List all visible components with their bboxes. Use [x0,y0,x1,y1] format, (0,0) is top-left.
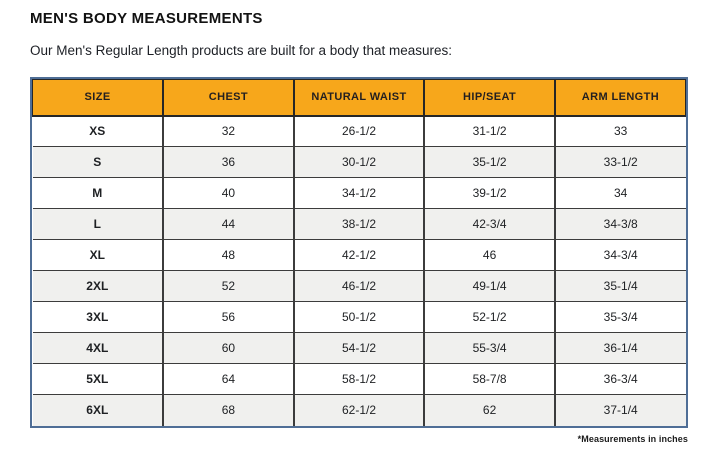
measurement-cell: 64 [162,363,294,395]
measurement-cell: 35-3/4 [553,301,686,333]
measurement-cell: 44 [162,208,294,240]
table-body: XS 32 26-1/2 31-1/2 33 S 36 30-1/2 35-1/2 33-1/2 M… [32,115,686,426]
table-row: 6XL 68 62-1/2 62 37-1/4 [32,394,686,426]
column-header: NATURAL WAIST [292,79,425,117]
measurement-cell: 30-1/2 [292,146,425,178]
measurement-cell: 52-1/2 [423,301,555,333]
column-header: ARM LENGTH [553,79,686,117]
measurement-cell: 46-1/2 [292,270,425,302]
size-cell: 3XL [32,301,164,333]
measurement-cell: 52 [162,270,294,302]
size-cell: 4XL [32,332,164,364]
measurement-cell: 40 [162,177,294,209]
table-row: M 40 34-1/2 39-1/2 34 [32,177,686,209]
measurement-cell: 36-3/4 [553,363,686,395]
measurement-cell: 26-1/2 [292,115,425,147]
column-header: CHEST [162,79,295,117]
table-header: SIZE CHEST NATURAL WAIST HIP/SEAT ARM LENGTH [32,79,686,117]
measurement-cell: 32 [162,115,294,147]
size-cell: 2XL [32,270,164,302]
measurement-cell: 48 [162,239,294,271]
column-header: HIP/SEAT [423,79,556,117]
measurement-cell: 68 [162,394,294,426]
measurement-cell: 35-1/2 [423,146,555,178]
measurement-cell: 34 [553,177,686,209]
measurement-cell: 58-1/2 [292,363,425,395]
measurement-cell: 54-1/2 [292,332,425,364]
table-row: XS 32 26-1/2 31-1/2 33 [32,115,686,147]
size-cell: 5XL [32,363,164,395]
measurement-cell: 36-1/4 [553,332,686,364]
size-cell: L [32,208,164,240]
table-row: XL 48 42-1/2 46 34-3/4 [32,239,686,271]
page-title: MEN'S BODY MEASUREMENTS [30,10,263,27]
header-row: SIZE CHEST NATURAL WAIST HIP/SEAT ARM LENGTH [32,79,686,117]
measurement-cell: 34-3/4 [553,239,686,271]
table-row: S 36 30-1/2 35-1/2 33-1/2 [32,146,686,178]
measurement-cell: 42-3/4 [423,208,555,240]
measurement-cell: 50-1/2 [292,301,425,333]
measurements-footnote: *Measurements in inches [577,433,688,444]
measurement-cell: 42-1/2 [292,239,425,271]
table-row: 3XL 56 50-1/2 52-1/2 35-3/4 [32,301,686,333]
measurement-cell: 33 [553,115,686,147]
measurement-cell: 62-1/2 [292,394,425,426]
measurement-cell: 34-3/8 [553,208,686,240]
measurement-cell: 31-1/2 [423,115,555,147]
measurement-cell: 62 [423,394,555,426]
size-cell: XL [32,239,164,271]
column-header: SIZE [32,79,164,117]
measurement-cell: 38-1/2 [292,208,425,240]
size-guide-page: MEN'S BODY MEASUREMENTS Our Men's Regula… [30,10,688,444]
measurement-cell: 46 [423,239,555,271]
table-row: 5XL 64 58-1/2 58-7/8 36-3/4 [32,363,686,395]
page-subtitle: Our Men's Regular Length products are bu… [30,43,453,58]
size-cell: S [32,146,164,178]
size-cell: XS [32,115,164,147]
size-chart-table-wrapper: SIZE CHEST NATURAL WAIST HIP/SEAT ARM LENGTH… [30,77,688,428]
measurement-cell: 39-1/2 [423,177,555,209]
measurement-cell: 36 [162,146,294,178]
measurement-cell: 56 [162,301,294,333]
size-cell: M [32,177,164,209]
table-row: 2XL 52 46-1/2 49-1/4 35-1/4 [32,270,686,302]
measurement-cell: 55-3/4 [423,332,555,364]
measurement-cell: 60 [162,332,294,364]
measurement-cell: 33-1/2 [553,146,686,178]
size-chart-table: SIZE CHEST NATURAL WAIST HIP/SEAT ARM LENGTH… [32,79,686,426]
table-row: 4XL 60 54-1/2 55-3/4 36-1/4 [32,332,686,364]
measurement-cell: 49-1/4 [423,270,555,302]
measurement-cell: 37-1/4 [553,394,686,426]
measurement-cell: 58-7/8 [423,363,555,395]
measurement-cell: 35-1/4 [553,270,686,302]
measurement-cell: 34-1/2 [292,177,425,209]
table-row: L 44 38-1/2 42-3/4 34-3/8 [32,208,686,240]
size-cell: 6XL [32,394,164,426]
